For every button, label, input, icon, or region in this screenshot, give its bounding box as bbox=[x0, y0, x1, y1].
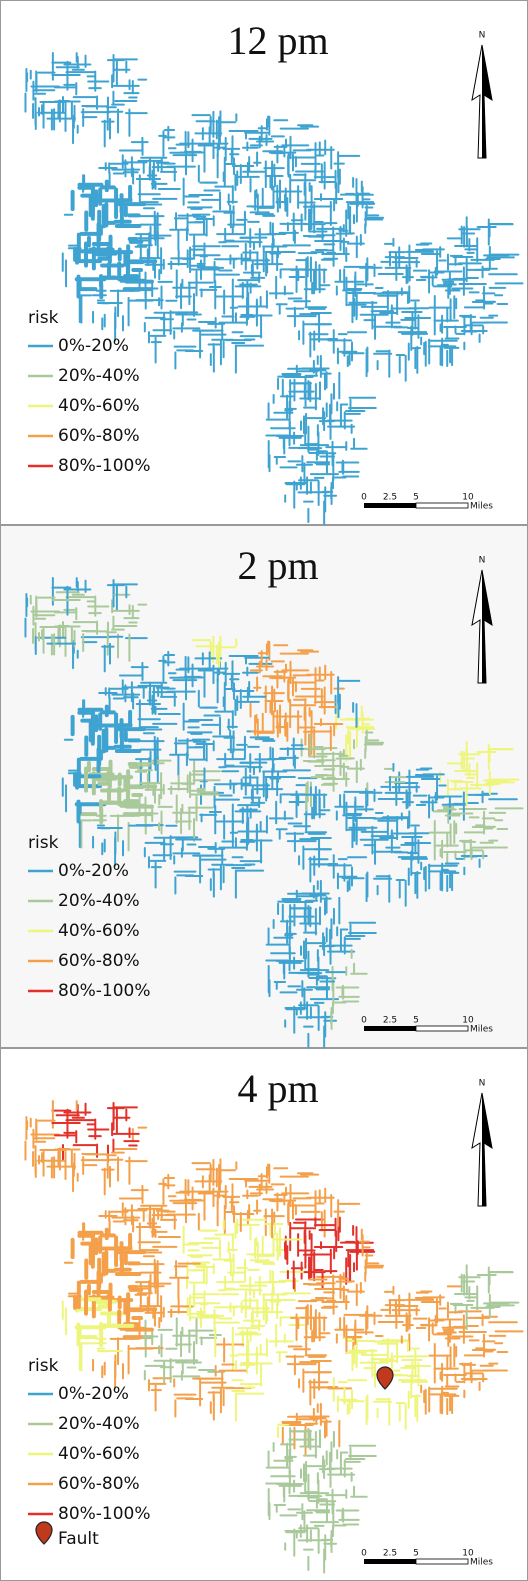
legend-label: 80%-100% bbox=[58, 981, 151, 1001]
legend-label: 40%-60% bbox=[58, 1444, 140, 1464]
panel-title: 4 pm bbox=[237, 1066, 318, 1111]
scale-label: 0 bbox=[361, 1016, 367, 1026]
scale-unit: Miles bbox=[470, 1558, 493, 1568]
north-label: N bbox=[479, 31, 486, 41]
map-figure: 12 pm Nrisk 0%-20% 20%-40% 40%-60% 60%-80% 80%… bbox=[0, 0, 528, 1581]
scale-bar bbox=[416, 1026, 468, 1031]
scale-bar bbox=[416, 503, 468, 508]
legend-label: 20%-40% bbox=[58, 366, 140, 386]
legend-label: 20%-40% bbox=[58, 891, 140, 911]
scale-bar bbox=[364, 1026, 416, 1031]
scale-label: 5 bbox=[413, 1016, 419, 1026]
panel-title: 2 pm bbox=[237, 543, 318, 588]
legend-label: 80%-100% bbox=[58, 456, 151, 476]
legend-label: 0%-20% bbox=[58, 1384, 129, 1404]
north-label: N bbox=[479, 1079, 486, 1089]
legend-title: risk bbox=[28, 308, 59, 328]
legend-label: 60%-80% bbox=[58, 951, 140, 971]
scale-unit: Miles bbox=[470, 502, 493, 512]
scale-bar bbox=[364, 1559, 416, 1564]
legend-label: Fault bbox=[58, 1529, 99, 1549]
scale-label: 2.5 bbox=[383, 493, 397, 503]
legend-label: 0%-20% bbox=[58, 861, 129, 881]
legend-title: risk bbox=[28, 1356, 59, 1376]
scale-label: 2.5 bbox=[383, 1016, 397, 1026]
scale-bar bbox=[416, 1559, 468, 1564]
legend-label: 60%-80% bbox=[58, 426, 140, 446]
scale-label: 0 bbox=[361, 493, 367, 503]
legend-label: 0%-20% bbox=[58, 336, 129, 356]
legend-title: risk bbox=[28, 833, 59, 853]
legend-label: 80%-100% bbox=[58, 1504, 151, 1524]
scale-label: 5 bbox=[413, 1549, 419, 1559]
scale-label: 2.5 bbox=[383, 1549, 397, 1559]
panel-title: 12 pm bbox=[227, 18, 328, 63]
scale-label: 0 bbox=[361, 1549, 367, 1559]
legend-label: 40%-60% bbox=[58, 396, 140, 416]
legend-label: 40%-60% bbox=[58, 921, 140, 941]
north-label: N bbox=[479, 556, 486, 566]
legend-label: 20%-40% bbox=[58, 1414, 140, 1434]
scale-label: 5 bbox=[413, 493, 419, 503]
legend-label: 60%-80% bbox=[58, 1474, 140, 1494]
scale-unit: Miles bbox=[470, 1025, 493, 1035]
scale-bar bbox=[364, 503, 416, 508]
